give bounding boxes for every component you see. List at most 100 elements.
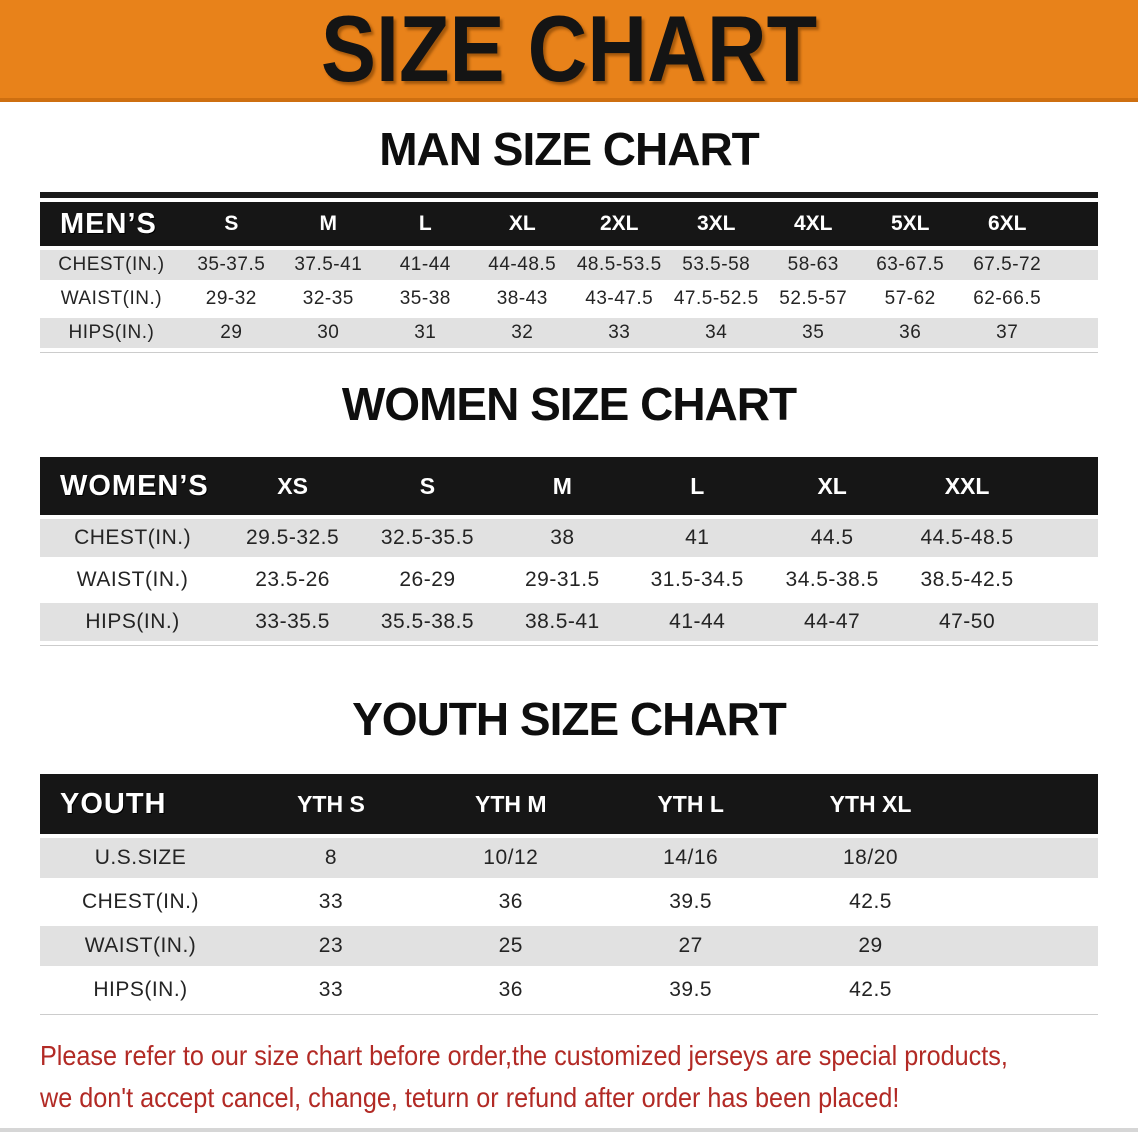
youth-row-spacer <box>960 970 1098 1010</box>
men-hips-in-value-l: 31 <box>414 322 437 343</box>
women-hips-in-value-s: 35.5-38.5 <box>380 610 475 633</box>
youth-waist-in-value-yth-xl: 29 <box>858 934 883 957</box>
men-hips-in-value-5xl: 36 <box>899 322 922 343</box>
women-waist-in-value-xs: 23.5-26 <box>255 568 330 591</box>
youth-row-spacer <box>960 838 1098 878</box>
men-chest-in-value-2xl: 48.5-53.5 <box>576 254 662 275</box>
men-column-header-s: S <box>182 202 280 246</box>
youth-row-spacer <box>960 882 1098 922</box>
men-column-header-xl: XL <box>473 202 571 246</box>
youth-hips-in-value-yth-xl: 42.5 <box>849 978 892 1001</box>
order-notice: Please refer to our size chart before or… <box>40 1035 1138 1119</box>
women-column-header-xs: XS <box>225 457 361 515</box>
women-header-spacer <box>1034 457 1098 515</box>
women-row-spacer <box>1035 603 1098 641</box>
women-column-header-m: M <box>494 457 630 515</box>
women-chart-title: WOMEN SIZE CHART <box>341 378 797 430</box>
youth-column-header-yth-xl: YTH XL <box>780 774 961 834</box>
men-size-chart-section: MAN SIZE CHART MEN’S S M L XL 2XL 3XL 4XL 5XL 6XL C… <box>0 126 1138 353</box>
women-header-row: WOMEN’S XS S M L XL XXL <box>40 457 1098 515</box>
youth-u-s-size-value-yth-m: 10/12 <box>483 846 539 869</box>
bottom-edge-line <box>0 1128 1138 1132</box>
men-row-label-hips-in: HIPS(IN.) <box>68 322 155 343</box>
men-chest-in-value-5xl: 63-67.5 <box>876 254 945 275</box>
women-size-table: WOMEN’S XS S M L XL XXL CHEST(IN.) 29.5-32.5 32.5… <box>40 453 1098 646</box>
youth-waist-in-value-yth-l: 27 <box>678 934 703 957</box>
men-chest-in-value-m: 37.5-41 <box>294 254 363 275</box>
youth-row-spacer <box>960 926 1098 966</box>
men-hips-in-value-6xl: 37 <box>996 322 1019 343</box>
youth-chest-in-value-yth-m: 36 <box>498 890 523 913</box>
youth-column-header-yth-l: YTH L <box>600 774 781 834</box>
men-chest-in-value-6xl: 67.5-72 <box>973 254 1042 275</box>
youth-hips-in-value-yth-s: 33 <box>318 978 344 1001</box>
women-waist-in-value-xxl: 38.5-42.5 <box>920 568 1014 591</box>
men-row-waist-in: WAIST(IN.) 29-32 32-35 35-38 38-43 43-47.5 47.… <box>40 284 1098 314</box>
youth-header-spacer <box>960 774 1098 834</box>
women-column-header-s: S <box>360 457 495 515</box>
women-column-header-xl: XL <box>764 457 900 515</box>
women-row-hips-in: HIPS(IN.) 33-35.5 35.5-38.5 38.5-41 41-44 44-… <box>40 603 1098 641</box>
youth-waist-in-value-yth-m: 25 <box>498 934 523 957</box>
youth-size-chart-section: YOUTH SIZE CHART YOUTH YTH S YTH M YTH L YTH … <box>0 696 1138 1015</box>
banner-title: SIZE CHART <box>320 0 818 101</box>
men-waist-in-value-s: 29-32 <box>205 288 257 309</box>
women-waist-in-value-m: 29-31.5 <box>525 568 600 591</box>
youth-row-label-waist-in: WAIST(IN.) <box>84 934 197 957</box>
men-waist-in-value-5xl: 57-62 <box>884 288 936 309</box>
men-row-spacer <box>1056 318 1098 348</box>
women-hips-in-value-m: 38.5-41 <box>525 610 600 633</box>
women-chest-in-value-xs: 29.5-32.5 <box>245 526 340 549</box>
women-row-spacer <box>1035 519 1098 557</box>
youth-u-s-size-value-yth-l: 14/16 <box>663 846 719 869</box>
men-waist-in-value-m: 32-35 <box>302 288 354 309</box>
men-chest-in-value-3xl: 53.5-58 <box>682 254 751 275</box>
men-size-table: MEN’S S M L XL 2XL 3XL 4XL 5XL 6XL CHEST(IN.) 35-37… <box>40 192 1098 353</box>
women-chest-in-value-s: 32.5-35.5 <box>380 526 475 549</box>
women-hips-in-value-xl: 44-47 <box>804 610 861 633</box>
women-column-header-xxl: XXL <box>899 457 1035 515</box>
men-column-header-6xl: 6XL <box>958 202 1056 246</box>
men-row-spacer <box>1056 284 1098 314</box>
youth-row-hips-in: HIPS(IN.) 33 36 39.5 42.5 <box>40 970 1098 1010</box>
women-hips-in-value-xs: 33-35.5 <box>255 610 330 633</box>
men-column-header-2xl: 2XL <box>570 202 668 246</box>
men-hips-in-value-m: 30 <box>317 322 340 343</box>
youth-row-waist-in: WAIST(IN.) 23 25 27 29 <box>40 926 1098 966</box>
men-waist-in-value-6xl: 62-66.5 <box>973 288 1042 309</box>
women-row-waist-in: WAIST(IN.) 23.5-26 26-29 29-31.5 31.5-34.5 34… <box>40 561 1098 599</box>
men-chest-in-value-xl: 44-48.5 <box>488 254 557 275</box>
youth-hips-in-value-yth-l: 39.5 <box>669 978 713 1001</box>
men-hips-in-value-2xl: 33 <box>608 322 631 343</box>
men-waist-in-value-xl: 38-43 <box>496 288 548 309</box>
men-hips-in-value-4xl: 35 <box>802 322 825 343</box>
youth-chest-in-value-yth-l: 39.5 <box>669 890 713 913</box>
men-row-chest-in: CHEST(IN.) 35-37.5 37.5-41 41-44 44-48.5 48.5… <box>40 250 1098 280</box>
youth-size-table: YOUTH YTH S YTH M YTH L YTH XL U.S.SIZE 8 10/12… <box>40 770 1098 1015</box>
women-column-header-l: L <box>629 457 765 515</box>
women-hips-in-value-xxl: 47-50 <box>938 610 996 633</box>
youth-row-u-s-size: U.S.SIZE 8 10/12 14/16 18/20 <box>40 838 1098 878</box>
youth-chart-title: YOUTH SIZE CHART <box>352 693 787 745</box>
men-waist-in-value-4xl: 52.5-57 <box>779 288 848 309</box>
men-header-row: MEN’S S M L XL 2XL 3XL 4XL 5XL 6XL <box>40 202 1098 246</box>
women-chest-in-value-xxl: 44.5-48.5 <box>920 526 1014 549</box>
men-column-header-l: L <box>376 202 474 246</box>
men-header-spacer <box>1055 202 1098 246</box>
youth-row-chest-in: CHEST(IN.) 33 36 39.5 42.5 <box>40 882 1098 922</box>
women-corner-label: WOMEN’S <box>40 457 226 515</box>
youth-hips-in-value-yth-m: 36 <box>498 978 523 1001</box>
men-column-header-5xl: 5XL <box>861 202 959 246</box>
men-row-label-waist-in: WAIST(IN.) <box>60 288 163 309</box>
notice-line-2: we don't accept cancel, change, teturn o… <box>40 1082 900 1113</box>
men-waist-in-value-2xl: 43-47.5 <box>585 288 654 309</box>
youth-row-label-chest-in: CHEST(IN.) <box>82 890 199 913</box>
youth-u-s-size-value-yth-s: 8 <box>324 846 338 869</box>
women-waist-in-value-s: 26-29 <box>399 568 456 591</box>
men-chest-in-value-l: 41-44 <box>399 254 451 275</box>
size-chart-sections: MAN SIZE CHART MEN’S S M L XL 2XL 3XL 4XL 5XL 6XL C… <box>0 126 1138 1015</box>
men-row-label-chest-in: CHEST(IN.) <box>58 254 165 275</box>
men-row-spacer <box>1056 250 1098 280</box>
women-row-label-waist-in: WAIST(IN.) <box>76 568 189 591</box>
size-chart-banner: SIZE CHART <box>0 0 1138 102</box>
